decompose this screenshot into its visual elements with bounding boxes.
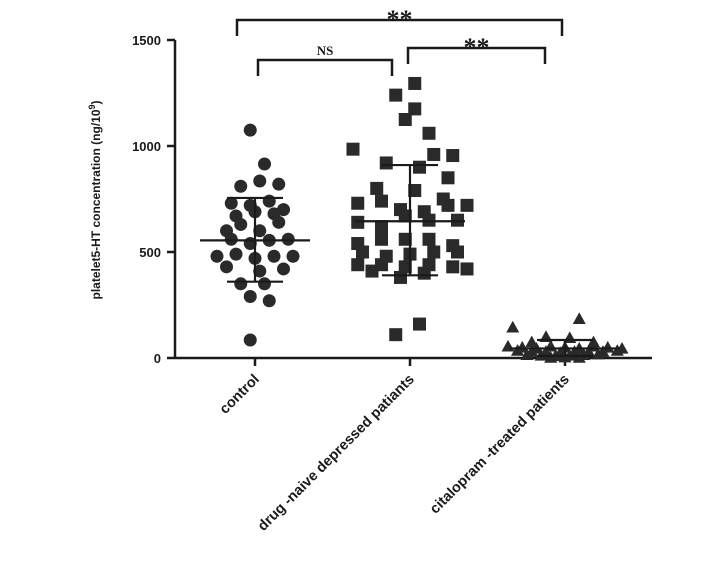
data-point (460, 198, 474, 212)
category-label: drug -naive depressed patiants (255, 372, 418, 535)
data-point (413, 317, 426, 331)
data-point (356, 245, 369, 259)
significance-stars: ** (464, 33, 490, 62)
data-point (446, 149, 460, 163)
data-point (243, 290, 257, 304)
data-point (506, 320, 520, 333)
y-tick-label: 500 (139, 245, 161, 260)
data-point (234, 179, 248, 193)
data-point (398, 209, 412, 223)
data-point (441, 171, 455, 185)
data-marks (210, 76, 629, 363)
data-point (234, 277, 248, 291)
significance-stars: ** (387, 5, 413, 34)
data-point (591, 347, 605, 360)
data-point (394, 270, 407, 284)
category-label: control (217, 372, 263, 418)
y-axis-title: platelet5-HT concentration (ng/109) (87, 100, 103, 299)
data-point (272, 177, 286, 191)
data-point (375, 232, 388, 246)
data-point (417, 266, 431, 280)
data-point (427, 147, 441, 161)
data-point (234, 217, 248, 231)
data-point (398, 232, 412, 246)
y-tick-label: 0 (154, 351, 161, 366)
data-point (501, 339, 515, 352)
data-point (253, 174, 267, 188)
data-point (408, 102, 422, 116)
data-point (258, 277, 271, 291)
data-point (267, 249, 281, 263)
data-point (427, 245, 441, 259)
data-point (379, 156, 393, 170)
data-point (262, 194, 276, 208)
data-point (351, 258, 365, 272)
data-point (511, 344, 524, 356)
y-tick-labels: 0 500 1000 1500 (132, 33, 161, 366)
data-point (413, 160, 426, 174)
data-point (229, 247, 243, 261)
data-point (441, 198, 455, 212)
data-point (408, 76, 422, 90)
data-point (408, 184, 422, 198)
data-point (389, 88, 403, 102)
significance-bracket (256, 58, 394, 76)
data-point (351, 196, 365, 210)
category-label: citalopram -treated patients (427, 372, 573, 518)
significance-brackets: NS ** ** (235, 5, 564, 76)
data-point (422, 126, 436, 140)
data-point (572, 312, 586, 324)
data-point (446, 260, 460, 274)
data-point (520, 348, 534, 361)
significance-bracket (235, 18, 564, 36)
data-point (253, 224, 267, 238)
data-point (243, 123, 257, 137)
data-point (253, 264, 267, 278)
data-point (422, 232, 436, 246)
data-point (460, 262, 474, 276)
data-point (272, 215, 286, 229)
y-tick-label: 1500 (132, 33, 161, 48)
error-bars (200, 163, 620, 357)
data-point (525, 335, 539, 348)
significance-bracket (406, 46, 547, 64)
data-point (370, 181, 384, 195)
data-point (451, 245, 464, 259)
data-point (398, 260, 412, 274)
y-tick-label: 1000 (132, 139, 161, 154)
data-point (243, 333, 257, 347)
data-point (365, 264, 379, 278)
data-point (210, 249, 224, 263)
significance-ns: NS (317, 43, 334, 58)
data-point (258, 157, 271, 171)
data-point (277, 262, 290, 276)
data-point (610, 344, 624, 356)
data-point (346, 142, 360, 156)
data-point (375, 194, 388, 208)
data-point (262, 294, 276, 308)
data-point (224, 196, 238, 210)
data-point (398, 113, 412, 126)
data-point (389, 328, 403, 342)
data-point (286, 249, 300, 263)
data-point (375, 220, 388, 234)
data-point (220, 260, 233, 274)
